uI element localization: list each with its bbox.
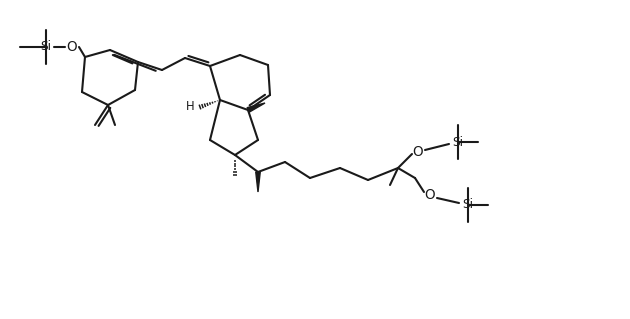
Text: O: O: [67, 40, 77, 54]
Text: O: O: [413, 145, 423, 159]
Text: H: H: [186, 100, 194, 114]
Text: Si: Si: [40, 41, 52, 54]
Polygon shape: [256, 172, 260, 192]
Text: Si: Si: [462, 198, 474, 211]
Text: Si: Si: [452, 136, 464, 149]
Polygon shape: [247, 103, 265, 112]
Text: O: O: [425, 188, 435, 202]
